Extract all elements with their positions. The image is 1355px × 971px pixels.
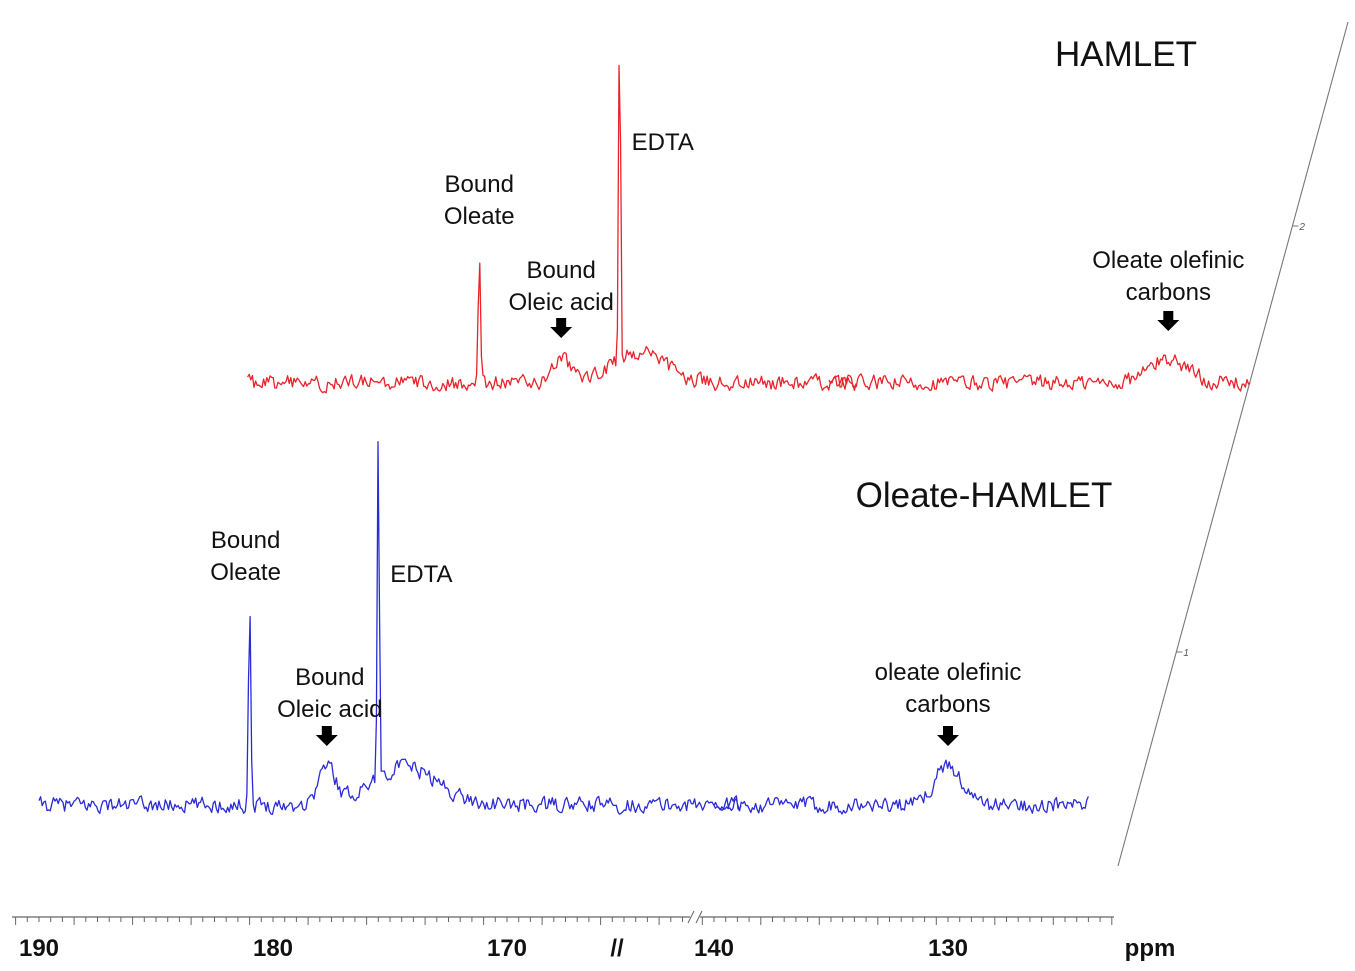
oleate-hamlet-annotation-text: Bound: [211, 527, 280, 554]
hamlet-annotation-text: carbons: [1126, 279, 1211, 306]
hamlet-annotation-text: Bound: [445, 171, 514, 198]
oleate-hamlet-annotation-text: EDTA: [390, 561, 452, 588]
oleate-hamlet-annotation-arrow-icon: [315, 726, 338, 746]
hamlet-annotation-text: Oleate: [444, 203, 515, 230]
stack-axis-tick-label: 1: [1183, 648, 1189, 659]
hamlet-annotation-text: Bound: [526, 257, 595, 284]
x-tick-label: 140: [694, 935, 734, 962]
spectrum-title-hamlet: HAMLET: [1055, 35, 1197, 74]
hamlet-annotation-text: Oleic acid: [508, 289, 613, 316]
hamlet-spectrum-group: Bound Oleate Bound Oleic acid EDTA Oleate ole…: [247, 64, 1251, 394]
spectrum-title-oleate-hamlet: Oleate-HAMLET: [856, 476, 1113, 515]
hamlet-annotation-arrow-icon: [550, 318, 573, 338]
oleate-hamlet-annotation-text: carbons: [905, 691, 990, 718]
x-tick-label: 180: [253, 935, 293, 962]
hamlet-annotation-arrow-icon: [1157, 311, 1180, 331]
stack-axis: 12: [1117, 21, 1349, 867]
spectrum-titles: HAMLET Oleate-HAMLET: [856, 35, 1197, 515]
oleate-hamlet-annotation-text: Bound: [295, 664, 364, 691]
oleate-hamlet-annotation-text: Oleate: [210, 559, 281, 586]
oleate-hamlet-spectrum-group: Bound Oleate Bound Oleic acid EDTA oleate ole…: [38, 441, 1089, 815]
x-axis-break-mark: [687, 910, 703, 924]
hamlet-annotation-text: EDTA: [632, 129, 694, 156]
x-tick-label: 130: [928, 935, 968, 962]
oleate-hamlet-annotation-text: Oleic acid: [277, 696, 382, 723]
oleate-hamlet-annotation-text: oleate olefinic: [875, 659, 1022, 686]
oleate-hamlet-annotation-arrow-icon: [937, 726, 959, 746]
stack-axis-line: [1117, 21, 1349, 867]
hamlet-spectrum-trace: [247, 64, 1251, 394]
hamlet-annotation-text: Oleate olefinic: [1092, 247, 1244, 274]
x-axis: 190 180 170 140 130: [12, 910, 1114, 962]
x-tick-label: 170: [487, 935, 527, 962]
x-tick-label: 190: [19, 935, 59, 962]
x-axis-unit-label: ppm: [1125, 935, 1176, 962]
oleate-hamlet-spectrum-trace: [38, 441, 1089, 815]
stack-axis-tick-label: 2: [1298, 222, 1305, 233]
x-axis-break-label: //: [610, 935, 624, 962]
